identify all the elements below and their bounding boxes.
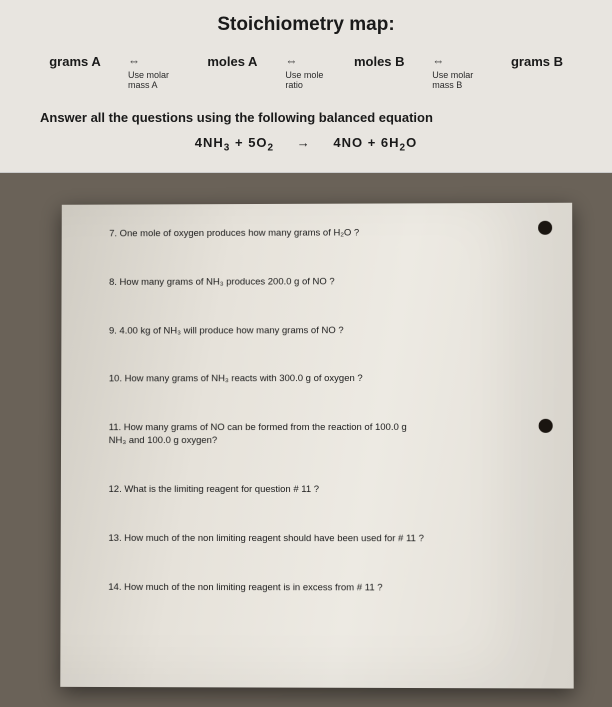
question-8: 8. How many grams of NH₃ produces 200.0 … [109, 275, 532, 289]
map-arrow-3: ⇔ Use molar mass B [414, 54, 502, 90]
worksheet-paper: 7. One mole of oxygen produces how many … [60, 202, 573, 688]
eq-part: 4NH [195, 135, 224, 150]
eq-sub: 3 [224, 143, 231, 154]
eq-plus: + [235, 135, 248, 150]
question-7: 7. One mole of oxygen produces how many … [109, 226, 532, 240]
arrow-icon: ⇔ [432, 54, 444, 68]
question-11: 11. How many grams of NO can be formed f… [109, 422, 418, 448]
map-grams-a: grams A [40, 54, 110, 69]
map-label: grams B [511, 54, 563, 69]
map-grams-b: grams B [502, 54, 572, 69]
question-9: 9. 4.00 kg of NH₃ will produce how many … [109, 324, 532, 338]
eq-part: 4NO [333, 135, 363, 150]
eq-part: 5O [248, 135, 267, 150]
page-title: Stoichiometry map: [40, 14, 572, 36]
map-sub-b: Use molar mass B [432, 70, 484, 90]
eq-part: O [406, 135, 417, 150]
eq-arrow: → [279, 135, 329, 150]
map-moles-b: moles B [344, 54, 414, 69]
question-13: 13. How much of the non limiting reagent… [108, 532, 532, 545]
balanced-equation: 4NH3 + 5O2 → 4NO + 6H2O [40, 135, 572, 154]
map-arrow-2: ⇔ Use mole ratio [267, 54, 344, 90]
map-sub-a: Use molar mass A [128, 70, 179, 90]
instruction-line: Answer all the questions using the follo… [40, 110, 572, 125]
question-14: 14. How much of the non limiting reagent… [108, 581, 533, 595]
arrow-icon: ⇔ [128, 54, 140, 68]
map-sub-ratio: Use mole ratio [285, 70, 326, 90]
question-12: 12. What is the limiting reagent for que… [109, 483, 533, 496]
eq-plus: + [368, 135, 381, 150]
map-label: grams A [49, 54, 101, 69]
map-label: moles B [354, 54, 405, 69]
photo-background: 7. One mole of oxygen produces how many … [0, 173, 612, 707]
stoichiometry-map-row: grams A ⇔ Use molar mass A moles A ⇔ Use… [40, 54, 572, 90]
arrow-icon: ⇔ [285, 54, 297, 68]
map-moles-a: moles A [197, 54, 267, 69]
hole-punch-icon [538, 220, 552, 234]
map-label: moles A [207, 54, 257, 69]
question-10: 10. How many grams of NH₃ reacts with 30… [109, 373, 533, 386]
hole-punch-icon [539, 418, 553, 432]
eq-part: 6H [381, 135, 400, 150]
map-arrow-1: ⇔ Use molar mass A [110, 54, 197, 90]
eq-sub: 2 [268, 143, 275, 154]
header-section: Stoichiometry map: grams A ⇔ Use molar m… [0, 0, 612, 173]
